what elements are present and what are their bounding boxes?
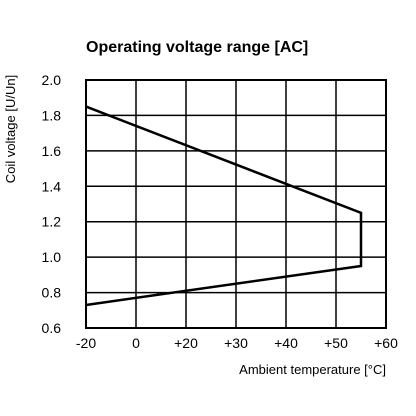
x-tick-label: +30: [224, 335, 248, 351]
plot-frame: [85, 79, 387, 329]
y-tick-label: 0.6: [42, 320, 62, 336]
y-tick-label: 0.8: [42, 285, 62, 301]
x-tick-labels: -20 0 +20 +30 +40 +50 +60: [76, 335, 398, 351]
y-tick-label: 1.4: [42, 178, 62, 194]
x-axis-label: Ambient temperature [°C]: [239, 362, 386, 377]
y-tick-label: 1.8: [42, 107, 62, 123]
voltage-range-boundary-line: [85, 105, 363, 307]
y-axis-label: Coil voltage [U/Un]: [3, 75, 18, 183]
x-tick-label: 0: [132, 335, 140, 351]
y-tick-label: 2.0: [42, 72, 62, 88]
y-tick-label: 1.2: [42, 214, 62, 230]
x-tick-label: +40: [274, 335, 298, 351]
series-layer: [85, 105, 363, 307]
y-tick-label: 1.0: [42, 249, 62, 265]
chart-title: Operating voltage range [AC]: [86, 39, 308, 56]
x-tick-label: +60: [374, 335, 398, 351]
y-tick-label: 1.6: [42, 143, 62, 159]
x-tick-label: +50: [324, 335, 348, 351]
x-tick-label: +20: [174, 335, 198, 351]
x-tick-label: -20: [76, 335, 96, 351]
y-tick-labels: 0.6 0.8 1.0 1.2 1.4 1.6 1.8 2.0: [42, 72, 62, 336]
